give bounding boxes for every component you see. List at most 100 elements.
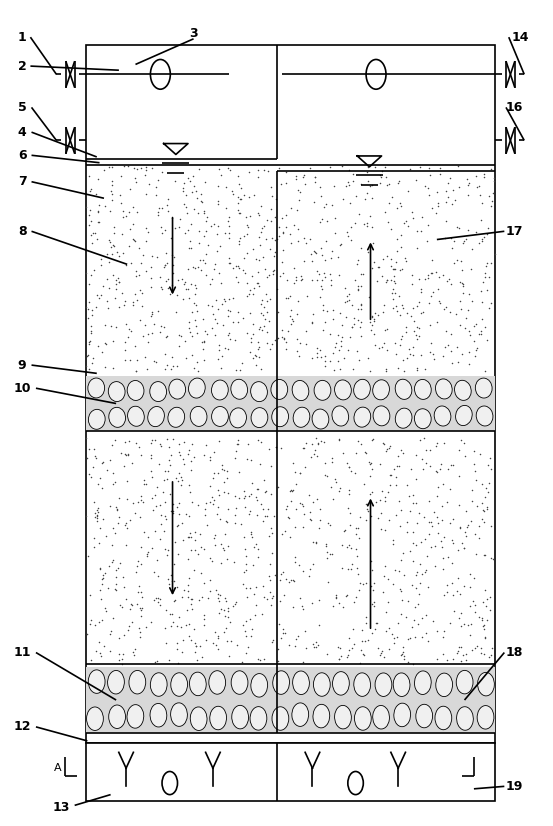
Point: [460, 436, 468, 449]
Point: [85, 278, 93, 291]
Point: [357, 279, 366, 292]
Point: [285, 511, 294, 525]
Point: [378, 586, 387, 599]
Point: [321, 254, 330, 267]
Point: [393, 450, 402, 463]
Point: [326, 268, 335, 281]
Point: [474, 520, 483, 533]
Point: [179, 182, 187, 195]
Point: [483, 227, 492, 240]
Point: [415, 558, 424, 571]
Point: [433, 490, 442, 503]
Point: [131, 235, 140, 248]
Ellipse shape: [332, 406, 348, 426]
Point: [299, 520, 307, 534]
Point: [311, 537, 320, 550]
Point: [88, 352, 97, 365]
Point: [405, 163, 414, 176]
Point: [138, 591, 147, 604]
Point: [194, 206, 202, 219]
Point: [254, 543, 263, 556]
Point: [191, 645, 200, 658]
Point: [367, 319, 376, 332]
Point: [293, 307, 302, 320]
Point: [379, 650, 388, 663]
Point: [288, 484, 297, 497]
Point: [489, 174, 498, 188]
Point: [362, 610, 371, 624]
Point: [429, 285, 437, 298]
Point: [209, 217, 218, 230]
Point: [389, 577, 398, 591]
Point: [472, 170, 481, 183]
Point: [283, 273, 291, 287]
Point: [350, 273, 359, 287]
Point: [200, 176, 209, 189]
Point: [137, 558, 146, 571]
Point: [236, 182, 245, 195]
Point: [478, 232, 487, 245]
Point: [197, 263, 206, 277]
Point: [195, 163, 204, 176]
Point: [290, 277, 299, 290]
Point: [232, 438, 241, 451]
Point: [165, 453, 174, 467]
Point: [366, 365, 374, 378]
Point: [95, 635, 103, 648]
Point: [260, 653, 269, 666]
Point: [191, 298, 200, 311]
Point: [393, 630, 401, 643]
Point: [387, 260, 396, 273]
Point: [136, 283, 145, 297]
Point: [247, 525, 255, 539]
Point: [403, 352, 411, 365]
Point: [223, 487, 232, 500]
Point: [245, 166, 254, 179]
Ellipse shape: [375, 673, 392, 696]
Point: [371, 306, 379, 319]
Point: [278, 330, 287, 344]
Point: [289, 219, 298, 232]
Ellipse shape: [272, 707, 289, 730]
Point: [345, 487, 353, 501]
Point: [258, 579, 267, 592]
Point: [194, 498, 203, 511]
Point: [149, 354, 158, 368]
Point: [286, 310, 295, 323]
Point: [107, 184, 116, 197]
Point: [106, 320, 115, 333]
Point: [309, 495, 318, 508]
Point: [82, 431, 91, 444]
Point: [163, 358, 172, 372]
Point: [254, 265, 263, 278]
Point: [306, 161, 315, 174]
Point: [192, 191, 201, 204]
Point: [160, 258, 169, 271]
Point: [390, 636, 399, 649]
Point: [122, 318, 131, 331]
Ellipse shape: [190, 406, 207, 426]
Point: [223, 329, 232, 342]
Point: [408, 578, 416, 591]
Point: [114, 275, 123, 288]
Point: [278, 323, 286, 336]
Point: [169, 259, 178, 272]
Point: [147, 261, 156, 274]
Point: [471, 547, 480, 560]
Point: [262, 232, 270, 245]
Point: [112, 583, 121, 596]
Point: [117, 197, 126, 210]
Point: [489, 171, 498, 184]
Point: [364, 504, 373, 517]
Point: [439, 647, 447, 660]
Point: [138, 286, 147, 299]
Point: [133, 162, 142, 175]
Point: [442, 184, 451, 197]
Point: [124, 448, 133, 461]
Point: [264, 315, 273, 328]
Point: [200, 509, 209, 522]
Point: [426, 444, 435, 457]
Point: [178, 646, 187, 659]
Point: [193, 547, 202, 560]
Point: [291, 270, 300, 283]
